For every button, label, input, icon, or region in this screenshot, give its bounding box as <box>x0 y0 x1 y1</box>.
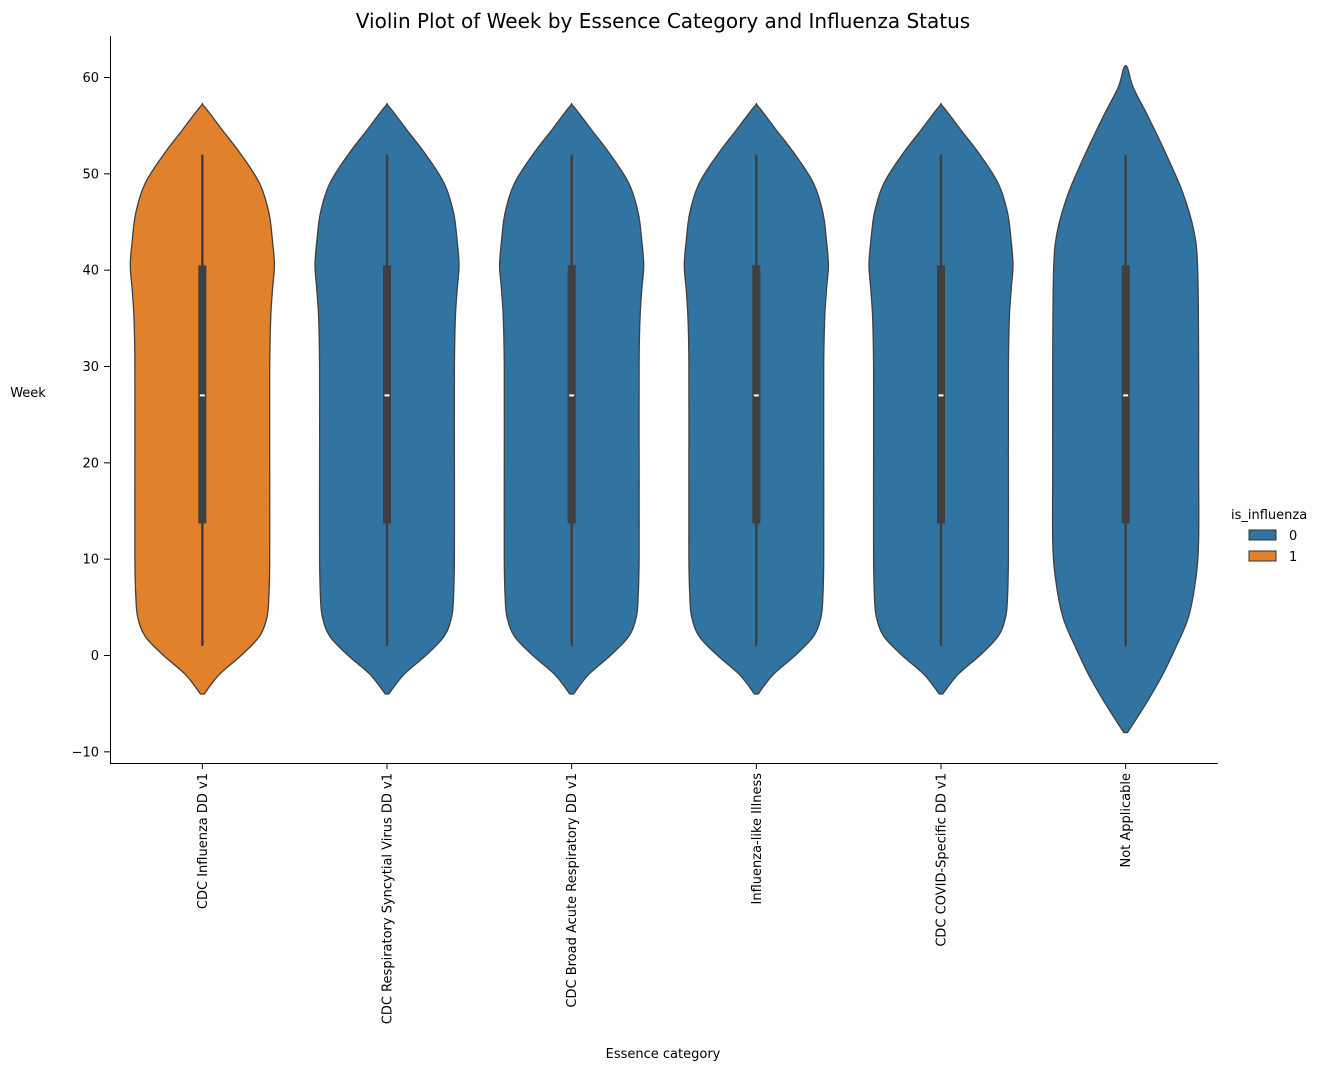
x-tick-label: Not Applicable <box>1119 773 1134 868</box>
legend-swatch-0 <box>1248 529 1277 541</box>
y-tick-label: 10 <box>82 553 99 568</box>
y-tick-label: 60 <box>82 71 99 86</box>
y-axis-ticks: −10 0 10 20 30 40 50 60 <box>72 71 110 760</box>
y-tick-label: 30 <box>82 360 99 375</box>
legend-label-0: 0 <box>1289 529 1297 544</box>
legend-label-1: 1 <box>1289 550 1297 565</box>
y-tick-label: 20 <box>82 456 99 471</box>
x-tick-label: Influenza-like Illness <box>750 773 765 905</box>
x-axis-ticks: CDC Influenza DD v1 CDC Respiratory Syncy… <box>196 763 1134 1024</box>
legend-title: is_influenza <box>1231 508 1307 523</box>
legend: is_influenza 0 1 <box>1231 508 1307 565</box>
x-tick-label: CDC Respiratory Syncytial Virus DD v1 <box>381 773 396 1024</box>
y-tick-label: 40 <box>82 264 99 279</box>
x-tick-label: CDC Influenza DD v1 <box>196 773 211 909</box>
x-tick-label: CDC Broad Acute Respiratory DD v1 <box>565 773 580 1008</box>
y-axis-label: Week <box>10 386 46 401</box>
legend-swatch-1 <box>1248 550 1277 562</box>
x-axis-label: Essence category <box>606 1047 721 1062</box>
violin-group <box>129 64 1200 734</box>
y-tick-label: 50 <box>82 167 99 182</box>
y-tick-label: −10 <box>72 745 99 760</box>
y-tick-label: 0 <box>91 649 99 664</box>
chart-title: Violin Plot of Week by Essence Category … <box>356 9 970 33</box>
x-tick-label: CDC COVID-Specific DD v1 <box>935 773 950 947</box>
